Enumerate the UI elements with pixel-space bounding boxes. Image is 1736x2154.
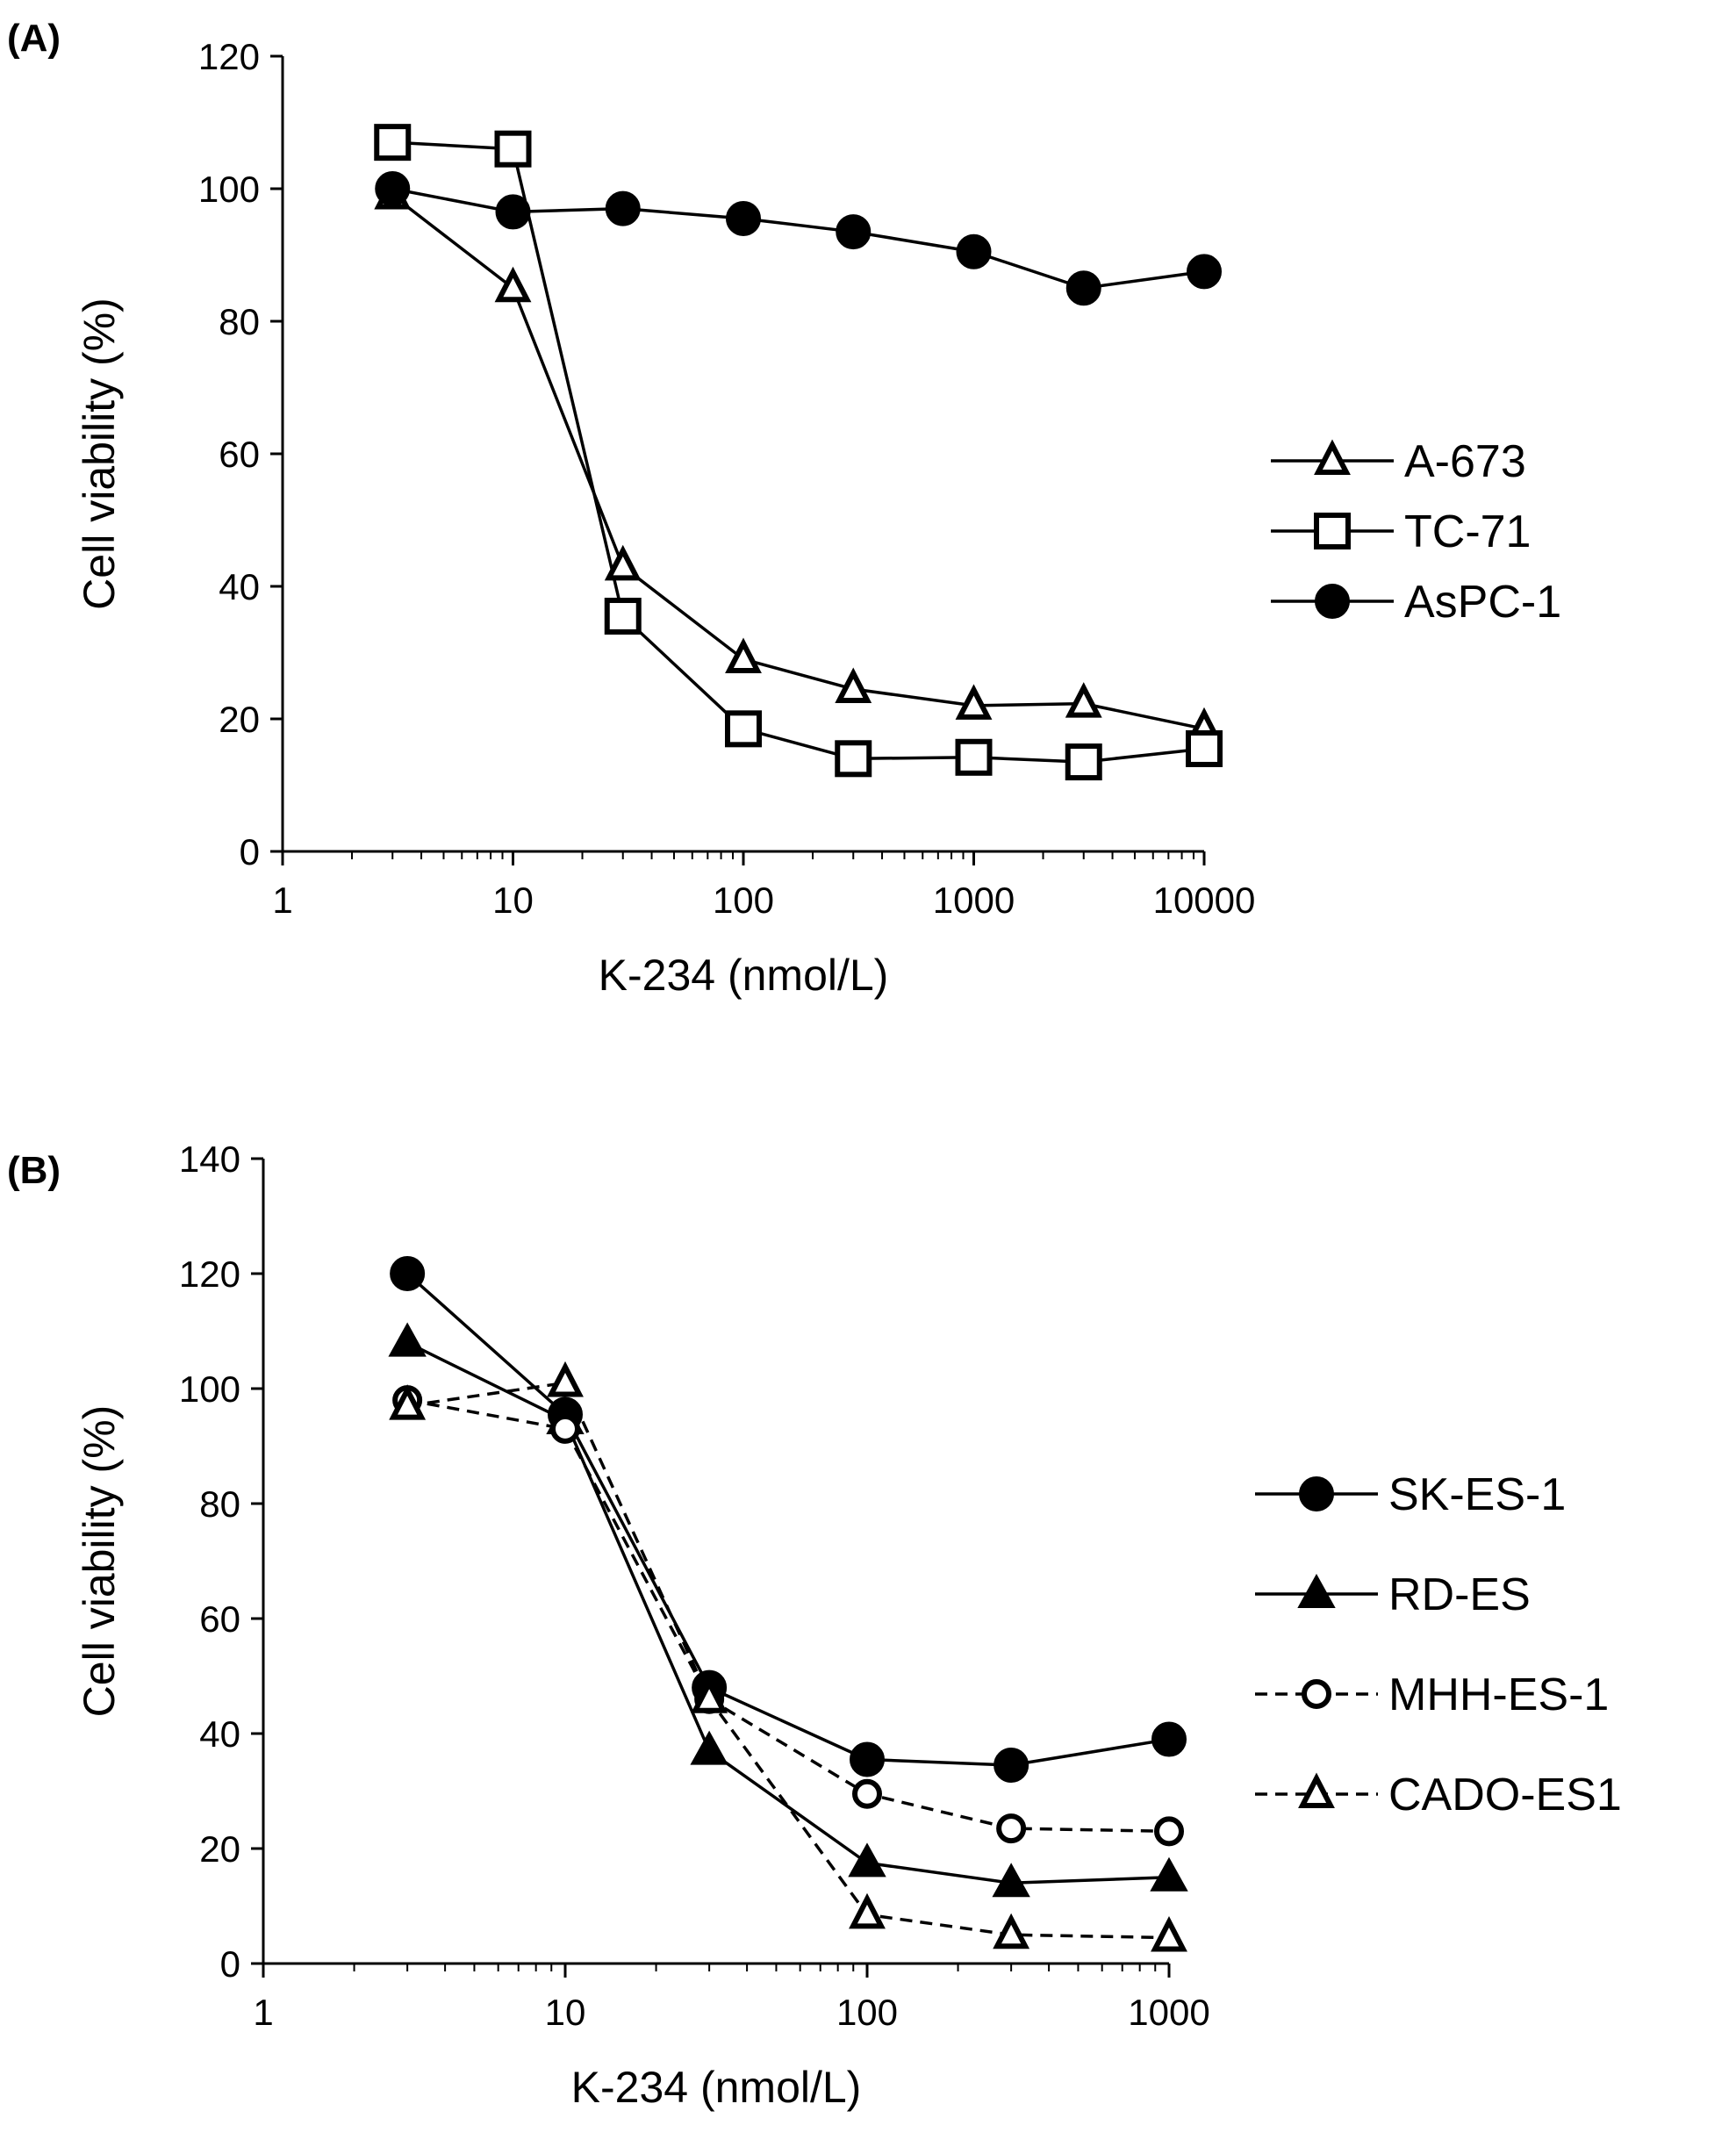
y-tick-label: 100 — [179, 1368, 240, 1410]
data-point-sk-es-1 — [850, 1741, 885, 1777]
legend-marker — [1315, 584, 1350, 619]
series-line-cado-es1 — [406, 1381, 1170, 1940]
data-point-aspc-1 — [836, 214, 872, 250]
data-point-cado-es1 — [547, 1361, 584, 1397]
legend-label: TC-71 — [1404, 506, 1531, 557]
y-tick-label: 140 — [179, 1138, 240, 1180]
x-axis-title: K-234 (nmol/L) — [599, 951, 889, 1000]
y-tick-label: 80 — [219, 301, 260, 342]
x-tick-label: 10 — [545, 1992, 586, 2033]
data-point-rd-es — [388, 1322, 427, 1357]
data-point-sk-es-1 — [1151, 1721, 1187, 1757]
series-line-a-673 — [391, 194, 1205, 731]
y-tick-label: 0 — [220, 1943, 240, 1985]
data-point-aspc-1 — [956, 233, 992, 269]
panel-b: (B) 0 20 40 60 80 100 120 140 1 10 100 1000 K-234 (nm… — [7, 1138, 1622, 2112]
legend-marker — [1302, 1679, 1331, 1709]
series-line-sk-es-1 — [405, 1272, 1170, 1767]
legend-marker — [1314, 439, 1351, 475]
x-tick-label: 1000 — [1128, 1992, 1209, 2033]
data-point-cado-es1 — [993, 1913, 1030, 1949]
y-tick-label: 60 — [219, 434, 260, 475]
data-point-aspc-1 — [495, 194, 531, 230]
legend-label: AsPC-1 — [1404, 577, 1561, 628]
data-point-a-673 — [835, 667, 872, 704]
data-point-sk-es-1 — [994, 1748, 1029, 1784]
panel-label: (A) — [7, 17, 61, 60]
data-point-cado-es1 — [1151, 1915, 1187, 1952]
data-point-cado-es1 — [389, 1384, 427, 1420]
data-point-aspc-1 — [1065, 270, 1101, 306]
data-point-aspc-1 — [605, 190, 641, 226]
y-tick-label: 40 — [199, 1713, 240, 1755]
y-tick-label: 20 — [219, 699, 260, 740]
x-tick-label: 10000 — [1153, 880, 1256, 921]
y-tick-label: 100 — [198, 169, 260, 210]
x-tick-label: 10 — [492, 880, 534, 921]
data-point-aspc-1 — [726, 200, 761, 236]
legend-label: CADO-ES1 — [1388, 1770, 1622, 1820]
y-tick-label: 20 — [199, 1828, 240, 1870]
y-tick-label: 120 — [179, 1253, 240, 1295]
legend-marker — [1314, 513, 1351, 549]
series-line-aspc-1 — [391, 187, 1205, 290]
series-line-tc-71 — [392, 140, 1205, 764]
legend-marker — [1299, 1476, 1334, 1511]
data-point-mhh-es-1 — [996, 1813, 1027, 1844]
data-point-tc-71 — [604, 597, 642, 635]
data-point-a-673 — [604, 544, 642, 581]
data-point-a-673 — [955, 684, 993, 720]
data-point-rd-es — [690, 1730, 728, 1765]
y-tick-label: 80 — [199, 1483, 240, 1525]
y-tick-label: 120 — [198, 36, 260, 77]
data-point-tc-71 — [374, 124, 412, 162]
x-axis-title: K-234 (nmol/L) — [571, 2063, 862, 2112]
legend-label: MHH-ES-1 — [1388, 1669, 1609, 1720]
data-point-rd-es — [992, 1863, 1030, 1898]
data-point-mhh-es-1 — [550, 1413, 580, 1444]
legend-label: RD-ES — [1388, 1569, 1531, 1620]
data-point-tc-71 — [1065, 743, 1102, 781]
data-point-a-673 — [1065, 682, 1102, 718]
y-axis-title: Cell viability (%) — [75, 298, 124, 610]
data-point-a-673 — [494, 266, 532, 303]
data-point-cado-es1 — [849, 1892, 886, 1929]
data-point-mhh-es-1 — [852, 1778, 882, 1809]
y-tick-label: 40 — [219, 566, 260, 607]
x-tick-label: 1 — [272, 880, 292, 921]
data-point-rd-es — [848, 1842, 886, 1878]
legend-marker — [1297, 1573, 1336, 1608]
legend-label: A-673 — [1404, 436, 1526, 487]
data-point-tc-71 — [494, 130, 532, 168]
x-tick-label: 1000 — [933, 880, 1015, 921]
data-point-aspc-1 — [375, 171, 411, 206]
x-tick-label: 1 — [253, 1992, 273, 2033]
data-point-tc-71 — [725, 710, 762, 748]
x-tick-label: 100 — [836, 1992, 898, 2033]
legend-label: SK-ES-1 — [1388, 1469, 1566, 1520]
data-point-tc-71 — [835, 740, 872, 778]
data-point-rd-es — [1150, 1856, 1188, 1892]
data-point-a-673 — [725, 637, 762, 674]
data-point-sk-es-1 — [390, 1256, 426, 1291]
data-point-tc-71 — [955, 738, 993, 776]
y-tick-label: 60 — [199, 1598, 240, 1640]
data-point-mhh-es-1 — [1154, 1816, 1184, 1847]
x-tick-label: 100 — [713, 880, 774, 921]
series-line-mhh-es-1 — [406, 1398, 1170, 1834]
data-point-tc-71 — [1186, 729, 1223, 767]
legend-marker — [1298, 1772, 1335, 1808]
panel-label: (B) — [7, 1149, 61, 1192]
data-point-aspc-1 — [1187, 254, 1222, 290]
series-line-rd-es — [406, 1341, 1170, 1885]
y-tick-label: 0 — [240, 831, 260, 872]
data-point-cado-es1 — [691, 1677, 728, 1713]
y-axis-title: Cell viability (%) — [75, 1405, 124, 1718]
